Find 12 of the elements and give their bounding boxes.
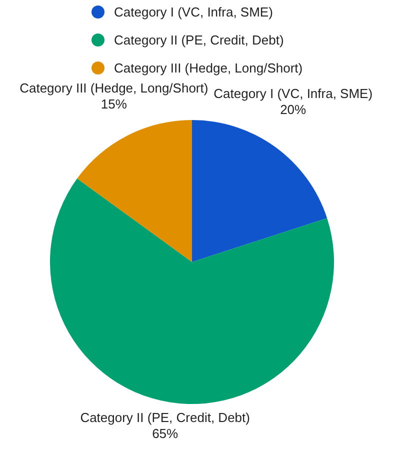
data-label: 65% [152, 426, 179, 441]
slice-label: Category II (PE, Credit, Debt) [80, 410, 250, 425]
pie-slice [192, 120, 328, 262]
legend-label: Category I (VC, Infra, SME) [114, 4, 273, 20]
slice-label: Category I (VC, Infra, SME) [214, 86, 373, 101]
legend-label: Category III (Hedge, Long/Short) [114, 60, 303, 76]
legend-label: Category II (PE, Credit, Debt) [114, 32, 284, 48]
data-label: 20% [280, 102, 307, 117]
pie-slice [50, 178, 334, 404]
slice-label: Category III (Hedge, Long/Short) [20, 80, 208, 96]
data-label: 15% [100, 96, 128, 112]
pie-slice [77, 120, 192, 262]
